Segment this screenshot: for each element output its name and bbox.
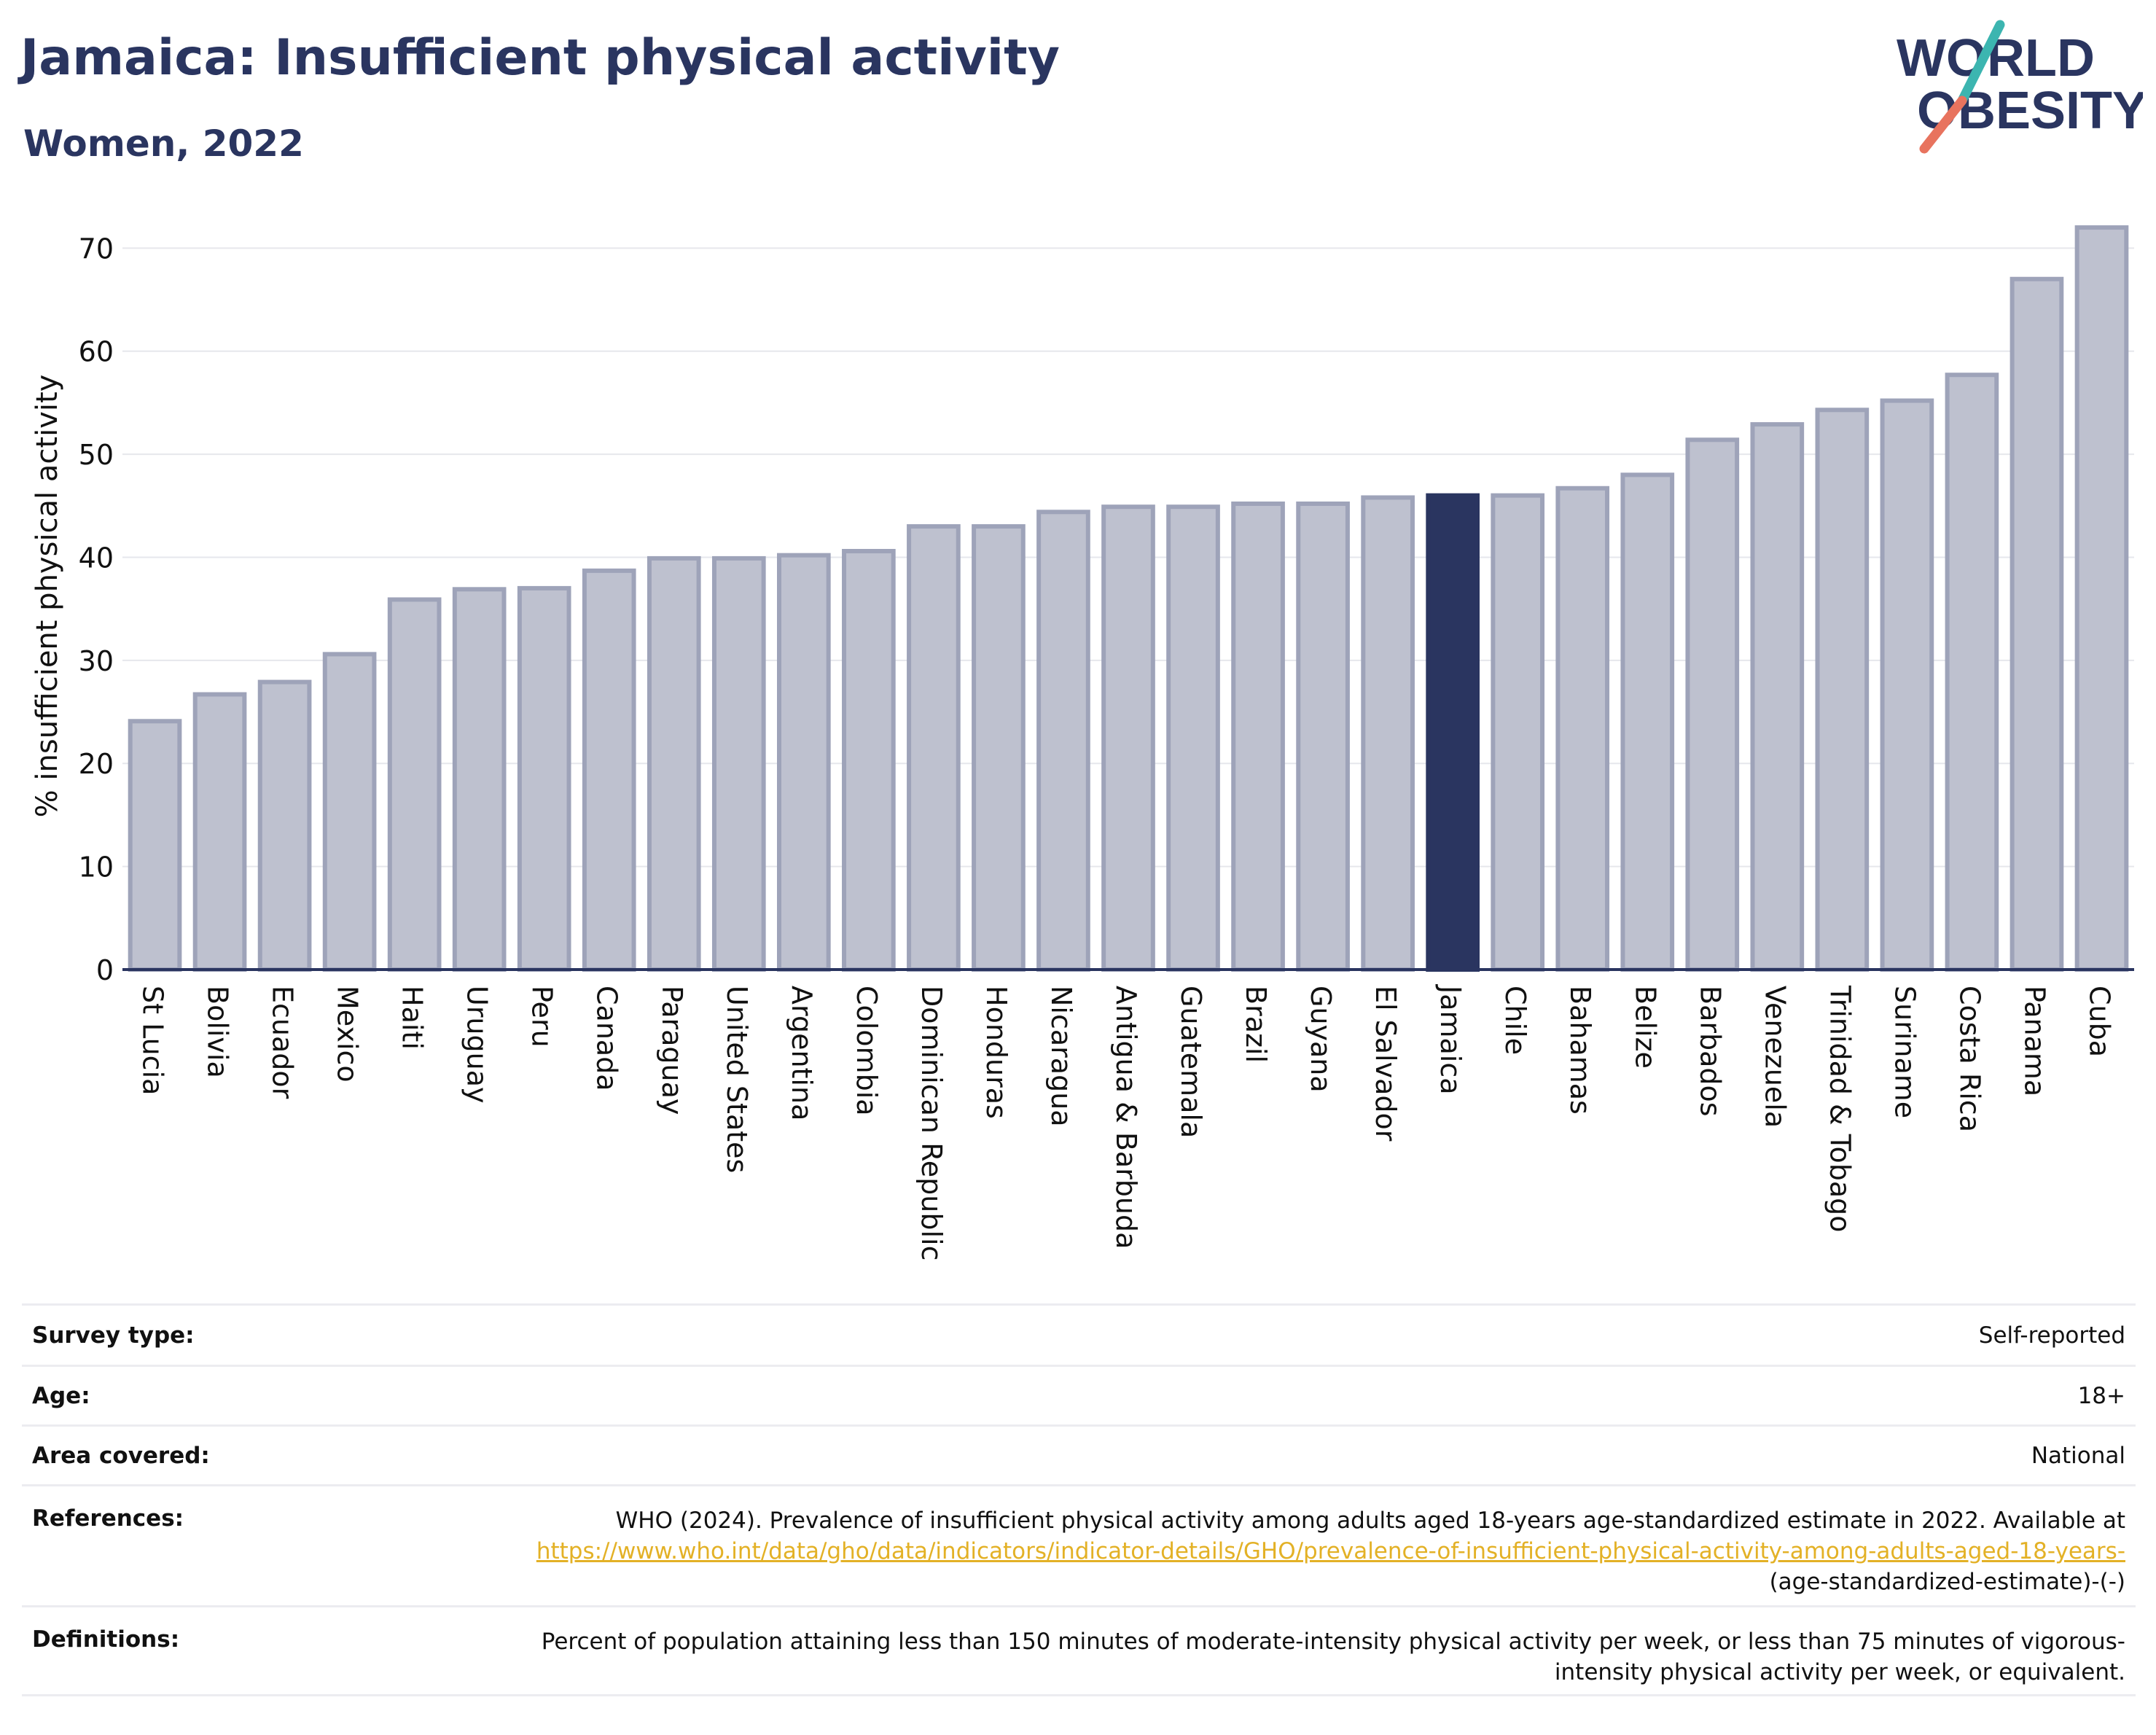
bar-honduras bbox=[972, 524, 1026, 972]
bar-brazil bbox=[1231, 501, 1285, 972]
bar-uruguay bbox=[452, 587, 507, 972]
x-tick-label: Guatemala bbox=[1175, 986, 1207, 1138]
metadata-table: Survey type: Self-reported Age: 18+ Area… bbox=[22, 1303, 2136, 1696]
definitions-value: Percent of population attaining less tha… bbox=[541, 1629, 2125, 1685]
x-tick-label: Canada bbox=[591, 986, 623, 1091]
bar-st-lucia bbox=[128, 719, 182, 972]
y-tick-label: 0 bbox=[96, 954, 114, 986]
y-tick-label: 70 bbox=[79, 233, 114, 265]
page-subtitle: Women, 2022 bbox=[23, 122, 304, 165]
chart-bars bbox=[128, 225, 2129, 972]
meta-row-references: References: WHO (2024). Prevalence of in… bbox=[22, 1484, 2136, 1605]
logo-slash-coral bbox=[1919, 95, 1967, 154]
bar-colombia bbox=[842, 549, 896, 972]
y-tick-label: 40 bbox=[79, 542, 114, 574]
y-tick-label: 50 bbox=[79, 439, 114, 471]
x-tick-label: Ecuador bbox=[267, 986, 299, 1099]
y-tick-label: 10 bbox=[79, 851, 114, 884]
x-tick-label: Colombia bbox=[851, 986, 883, 1116]
x-tick-label: Cuba bbox=[2083, 986, 2115, 1057]
bar-united-states bbox=[711, 555, 766, 972]
x-tick-label: Brazil bbox=[1240, 986, 1272, 1063]
x-tick-label: Antigua & Barbuda bbox=[1110, 986, 1142, 1249]
x-tick-label: Panama bbox=[2018, 986, 2050, 1096]
bar-dominican-republic bbox=[907, 524, 961, 972]
bar-jamaica bbox=[1426, 493, 1480, 972]
bar-paraguay bbox=[647, 555, 701, 972]
bar-cuba bbox=[2074, 225, 2129, 972]
bar-el-salvador bbox=[1361, 495, 1415, 972]
bar-trinidad-tobago bbox=[1815, 408, 1870, 972]
x-tick-label: Jamaica bbox=[1434, 984, 1466, 1095]
x-tick-label: Trinidad & Tobago bbox=[1824, 985, 1856, 1233]
x-tick-label: Barbados bbox=[1694, 986, 1726, 1117]
x-tick-label: Mexico bbox=[332, 986, 364, 1083]
bar-barbados bbox=[1685, 437, 1740, 972]
x-tick-label: Chile bbox=[1499, 986, 1531, 1055]
age-label: Age: bbox=[32, 1382, 90, 1409]
bar-antigua-barbuda bbox=[1101, 504, 1155, 972]
x-tick-label: Haiti bbox=[397, 986, 429, 1050]
meta-row-definitions: Definitions: Percent of population attai… bbox=[22, 1605, 2136, 1696]
x-tick-label: Nicaragua bbox=[1045, 986, 1077, 1127]
bar-chile bbox=[1491, 493, 1545, 972]
bar-haiti bbox=[387, 597, 442, 972]
x-tick-label: St Lucia bbox=[137, 986, 169, 1095]
x-tick-label: Honduras bbox=[980, 986, 1012, 1119]
age-value: 18+ bbox=[2077, 1382, 2125, 1409]
x-tick-label: El Salvador bbox=[1370, 986, 1402, 1142]
bar-peru bbox=[517, 585, 571, 972]
survey-type-label: Survey type: bbox=[32, 1322, 195, 1349]
bar-argentina bbox=[777, 553, 831, 972]
y-axis-title: % insufficient physical activity bbox=[31, 375, 64, 818]
y-tick-label: 30 bbox=[79, 645, 114, 677]
bar-nicaragua bbox=[1036, 510, 1090, 972]
x-tick-label: Uruguay bbox=[461, 986, 493, 1104]
bar-bolivia bbox=[192, 692, 247, 972]
x-tick-label: Venezuela bbox=[1759, 986, 1791, 1128]
world-obesity-logo: WORLD OBESITY bbox=[1897, 20, 2143, 154]
bar-chart: 0 10 20 30 40 50 60 70 St Lucia Bolivia Ecuador Me… bbox=[31, 225, 2134, 1260]
x-tick-label: Belize bbox=[1629, 986, 1661, 1069]
references-value: WHO (2024). Prevalence of insufficient p… bbox=[485, 1505, 2125, 1597]
bar-guyana bbox=[1296, 501, 1350, 972]
bar-venezuela bbox=[1750, 422, 1805, 972]
y-tick-label: 60 bbox=[79, 336, 114, 368]
bar-ecuador bbox=[257, 679, 312, 972]
x-axis-labels: St Lucia Bolivia Ecuador Mexico Haiti Uruguay… bbox=[137, 984, 2116, 1260]
references-label: References: bbox=[32, 1505, 184, 1532]
x-tick-label: United States bbox=[721, 986, 753, 1173]
bar-suriname bbox=[1880, 398, 1934, 972]
y-tick-label: 20 bbox=[79, 748, 114, 780]
references-text: WHO (2024). Prevalence of insufficient p… bbox=[615, 1508, 2125, 1534]
x-tick-label: Argentina bbox=[786, 986, 818, 1120]
meta-row-age: Age: 18+ bbox=[22, 1365, 2136, 1424]
meta-row-survey-type: Survey type: Self-reported bbox=[22, 1303, 2136, 1365]
x-tick-label: Bahamas bbox=[1564, 986, 1596, 1115]
x-tick-label: Dominican Republic bbox=[915, 986, 948, 1260]
area-value: National bbox=[2031, 1442, 2125, 1469]
x-tick-label: Paraguay bbox=[656, 986, 688, 1115]
x-tick-label: Peru bbox=[526, 986, 558, 1048]
definitions-label: Definitions: bbox=[32, 1626, 180, 1653]
y-axis-ticks: 0 10 20 30 40 50 60 70 bbox=[79, 233, 114, 986]
logo-slash-teal bbox=[1957, 20, 2005, 106]
bar-canada bbox=[582, 568, 636, 972]
page-title: Jamaica: Insufficient physical activity bbox=[20, 29, 1060, 87]
x-tick-label: Bolivia bbox=[202, 986, 234, 1078]
references-suffix: (age-standardized-estimate)-(-) bbox=[1769, 1569, 2125, 1595]
bar-bahamas bbox=[1555, 486, 1610, 972]
x-tick-label: Guyana bbox=[1305, 986, 1337, 1093]
bar-guatemala bbox=[1166, 504, 1220, 972]
area-label: Area covered: bbox=[32, 1442, 210, 1469]
bar-costa-rica bbox=[1945, 373, 1999, 972]
survey-type-value: Self-reported bbox=[1978, 1322, 2125, 1349]
meta-row-area: Area covered: National bbox=[22, 1424, 2136, 1484]
references-link[interactable]: https://www.who.int/data/gho/data/indica… bbox=[536, 1538, 2125, 1564]
bar-belize bbox=[1620, 472, 1675, 972]
bar-panama bbox=[2009, 276, 2064, 972]
bar-mexico bbox=[322, 652, 377, 972]
x-tick-label: Suriname bbox=[1889, 986, 1921, 1118]
x-tick-label: Costa Rica bbox=[1953, 986, 1985, 1132]
